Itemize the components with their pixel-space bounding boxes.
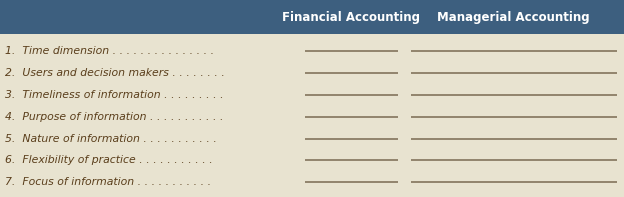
Text: 2.  Users and decision makers . . . . . . . .: 2. Users and decision makers . . . . . .…	[5, 68, 225, 78]
Text: 3.  Timeliness of information . . . . . . . . .: 3. Timeliness of information . . . . . .…	[5, 90, 223, 100]
Bar	[0, 0, 624, 34]
Text: 5.  Nature of information . . . . . . . . . . .: 5. Nature of information . . . . . . . .…	[5, 134, 217, 144]
Text: 1.  Time dimension . . . . . . . . . . . . . . .: 1. Time dimension . . . . . . . . . . . …	[5, 46, 214, 56]
Text: 6.  Flexibility of practice . . . . . . . . . . .: 6. Flexibility of practice . . . . . . .…	[5, 155, 213, 165]
Text: Financial Accounting: Financial Accounting	[282, 11, 421, 24]
Text: Managerial Accounting: Managerial Accounting	[437, 11, 590, 24]
Text: 7.  Focus of information . . . . . . . . . . .: 7. Focus of information . . . . . . . . …	[5, 177, 211, 187]
Text: 4.  Purpose of information . . . . . . . . . . .: 4. Purpose of information . . . . . . . …	[5, 112, 223, 122]
